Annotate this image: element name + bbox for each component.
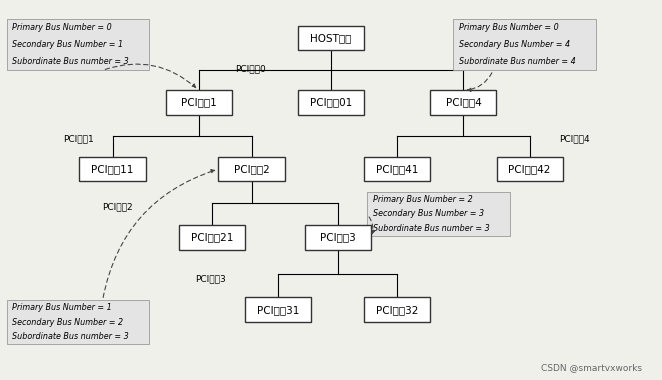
Bar bbox=[298, 90, 364, 115]
Text: Secondary Bus Number = 4: Secondary Bus Number = 4 bbox=[459, 40, 570, 49]
Text: HOST主桥: HOST主桥 bbox=[310, 33, 352, 43]
Text: PCI总煷0: PCI总煷0 bbox=[235, 64, 265, 73]
Text: PCI桥片1: PCI桥片1 bbox=[181, 98, 216, 108]
Text: Primary Bus Number = 1: Primary Bus Number = 1 bbox=[12, 303, 112, 312]
Text: Subordinate Bus number = 3: Subordinate Bus number = 3 bbox=[12, 57, 128, 66]
Text: PCI桥片2: PCI桥片2 bbox=[234, 164, 269, 174]
Bar bbox=[367, 192, 510, 236]
Text: PCI桥片4: PCI桥片4 bbox=[446, 98, 481, 108]
Text: PCI总煷4: PCI总煷4 bbox=[559, 134, 590, 143]
Text: PCI总煷3: PCI总煷3 bbox=[195, 275, 226, 284]
Bar bbox=[218, 157, 285, 181]
Text: Primary Bus Number = 2: Primary Bus Number = 2 bbox=[373, 195, 473, 204]
Bar bbox=[298, 25, 364, 50]
Text: Secondary Bus Number = 3: Secondary Bus Number = 3 bbox=[373, 209, 484, 218]
Bar bbox=[305, 225, 371, 250]
Text: PCI设备01: PCI设备01 bbox=[310, 98, 352, 108]
Bar bbox=[7, 300, 149, 344]
Text: PCI桥片3: PCI桥片3 bbox=[320, 233, 355, 242]
Text: PCI设备11: PCI设备11 bbox=[91, 164, 134, 174]
Bar bbox=[179, 225, 245, 250]
Bar bbox=[7, 19, 149, 70]
Bar bbox=[364, 297, 430, 322]
Bar bbox=[79, 157, 146, 181]
Text: Secondary Bus Number = 2: Secondary Bus Number = 2 bbox=[12, 318, 123, 326]
Text: Subordinate Bus number = 3: Subordinate Bus number = 3 bbox=[12, 332, 128, 341]
Text: Subordinate Bus number = 4: Subordinate Bus number = 4 bbox=[459, 57, 575, 66]
Text: PCI设备42: PCI设备42 bbox=[508, 164, 551, 174]
Bar bbox=[453, 19, 596, 70]
Bar bbox=[496, 157, 563, 181]
Text: Secondary Bus Number = 1: Secondary Bus Number = 1 bbox=[12, 40, 123, 49]
Text: PCI设备31: PCI设备31 bbox=[257, 305, 299, 315]
Text: PCI设备21: PCI设备21 bbox=[191, 233, 233, 242]
Bar bbox=[166, 90, 232, 115]
Text: Primary Bus Number = 0: Primary Bus Number = 0 bbox=[12, 23, 112, 32]
Bar bbox=[430, 90, 496, 115]
Text: CSDN @smartvxworks: CSDN @smartvxworks bbox=[541, 363, 642, 372]
Bar bbox=[245, 297, 311, 322]
Text: PCI设备32: PCI设备32 bbox=[376, 305, 418, 315]
Text: Primary Bus Number = 0: Primary Bus Number = 0 bbox=[459, 23, 559, 32]
Bar bbox=[364, 157, 430, 181]
Text: PCI总煷1: PCI总煷1 bbox=[63, 134, 93, 143]
Text: PCI设备41: PCI设备41 bbox=[376, 164, 418, 174]
Text: Subordinate Bus number = 3: Subordinate Bus number = 3 bbox=[373, 224, 489, 233]
Text: PCI总煷2: PCI总煷2 bbox=[103, 203, 133, 212]
